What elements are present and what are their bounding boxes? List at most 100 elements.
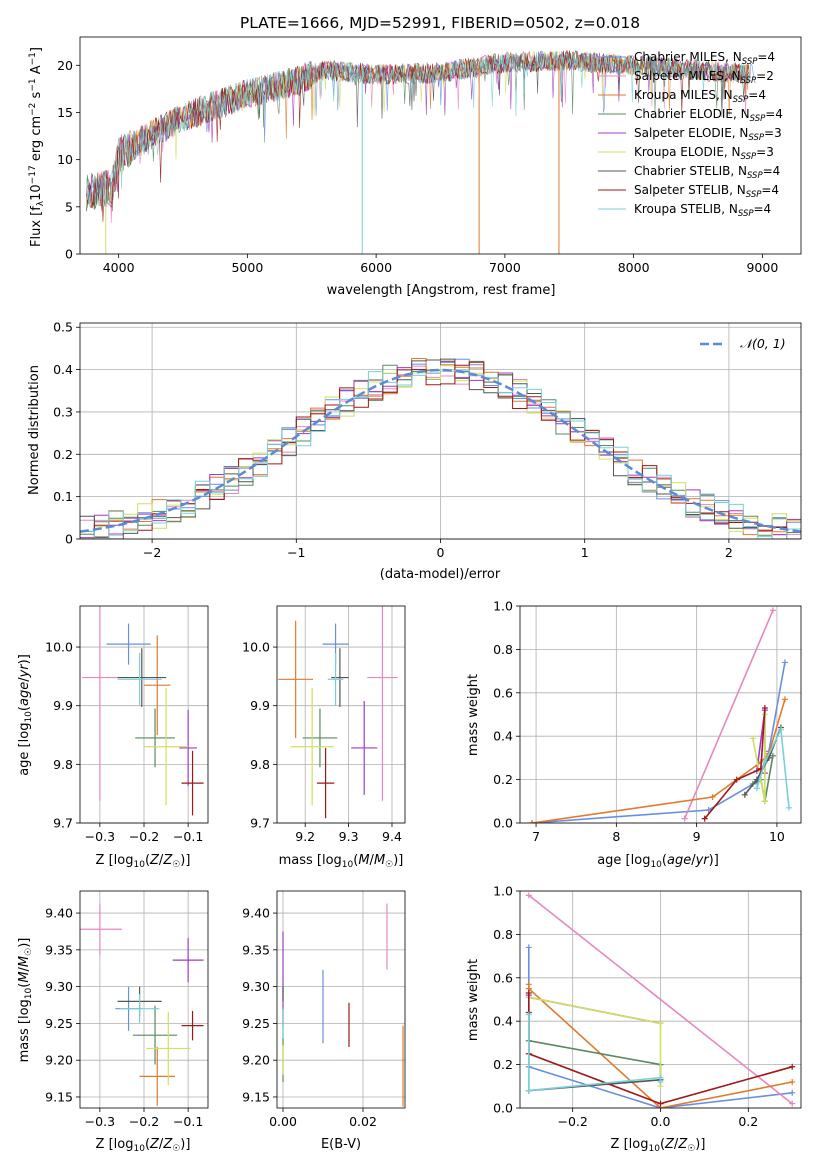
y-tick-label: 9.7: [250, 816, 270, 831]
histogram-step: [80, 369, 801, 539]
weight-marker: [781, 659, 788, 666]
wAge-xlabel: age [log10(age/yr)]: [597, 853, 719, 870]
y-tick-label: 0.0: [493, 1101, 513, 1116]
weight-marker: [777, 726, 784, 733]
x-tick-label: 0.2: [738, 1114, 758, 1129]
y-tick-label: 9.30: [242, 979, 270, 994]
normal-reference-curve: [80, 368, 801, 533]
mE-xlabel: E(B-V): [321, 1137, 361, 1152]
y-tick-label: 9.40: [45, 906, 73, 921]
x-tick-label: 0.00: [269, 1114, 297, 1129]
y-tick-label: 9.30: [45, 979, 73, 994]
plot-area: [86, 49, 757, 254]
x-tick-label: 9000: [746, 260, 778, 275]
axes-frame: [519, 890, 802, 1109]
weight-marker: [657, 1020, 664, 1027]
x-tick-label: −1: [287, 545, 305, 560]
weight-marker: [657, 1078, 664, 1085]
spectrum-xlabel: wavelength [Angstrom, rest frame]: [327, 283, 556, 298]
weight-marker: [525, 892, 532, 899]
weight-marker: [769, 752, 776, 759]
mZ-xlabel: Z [log10(Z/Z☉)]: [96, 1137, 191, 1154]
ageZ-ylabel: age [log10(age/yr)]: [17, 654, 34, 776]
y-tick-label: 9.20: [242, 1053, 270, 1068]
weight-marker: [525, 1087, 532, 1094]
y-tick-label: 9.9: [250, 698, 270, 713]
x-tick-label: 4000: [103, 260, 135, 275]
weight-marker: [789, 1063, 796, 1070]
x-tick-label: 7000: [489, 260, 521, 275]
axes-frame: [276, 605, 406, 824]
axes-frame: [79, 890, 209, 1109]
y-tick-label: 0.0: [493, 816, 513, 831]
x-tick-label: 1: [581, 545, 589, 560]
y-tick-label: 0.1: [53, 489, 73, 504]
y-tick-label: 0.6: [493, 970, 513, 985]
weight-marker: [769, 607, 776, 614]
axes-frame: [519, 605, 802, 824]
histogram-step: [80, 361, 801, 539]
weight-marker: [785, 804, 792, 811]
y-tick-label: 20: [57, 58, 73, 73]
y-tick-label: 9.25: [242, 1016, 270, 1031]
weight-marker: [705, 806, 712, 813]
spectrum-line: [86, 51, 749, 207]
ageM-xlabel: mass [log10(M/M☉)]: [279, 853, 404, 870]
weight-marker: [789, 1078, 796, 1085]
y-tick-label: 9.35: [242, 942, 270, 957]
weight-marker: [681, 815, 688, 822]
weight-marker: [525, 944, 532, 951]
mass-vs-metallicity-panel: Z [log10(Z/Z☉)] mass [log10(M/M☉)] −0.3−…: [17, 890, 209, 1154]
weight-marker: [733, 776, 740, 783]
age-vs-metallicity-panel: Z [log10(Z/Z☉)] age [log10(age/yr)] −0.3…: [17, 605, 209, 870]
y-tick-label: 15: [57, 105, 73, 120]
x-tick-label: 2: [725, 545, 733, 560]
weight-marker: [761, 704, 768, 711]
y-tick-label: 0.8: [493, 642, 513, 657]
ageZ-xlabel: Z [log10(Z/Z☉)]: [96, 853, 191, 870]
x-tick-label: 10: [769, 829, 785, 844]
spectrum-legend: Chabrier MILES, NSSP=4 Salpeter MILES, NS…: [598, 50, 783, 219]
x-tick-label: 8: [612, 829, 620, 844]
legend-entry: Chabrier STELIB, NSSP=4: [634, 164, 780, 181]
weight-series-line: [528, 1012, 662, 1080]
y-tick-label: 0.6: [493, 685, 513, 700]
weight-series-line: [531, 662, 786, 823]
y-tick-label: 9.40: [242, 906, 270, 921]
plot-area: [529, 607, 792, 823]
y-tick-label: 0.5: [53, 320, 73, 335]
histogram-step: [80, 358, 801, 539]
y-tick-label: 0.3: [53, 404, 73, 419]
y-tick-label: 9.20: [45, 1053, 73, 1068]
y-tick-label: 0.2: [493, 1057, 513, 1072]
weight-marker: [749, 735, 756, 742]
y-tick-label: 9.8: [250, 757, 270, 772]
x-tick-label: 9.4: [382, 829, 402, 844]
y-tick-label: 9.15: [45, 1089, 73, 1104]
y-tick-label: 10.0: [45, 640, 73, 655]
x-tick-label: 6000: [360, 260, 392, 275]
legend-entry: Salpeter MILES, NSSP=2: [634, 69, 774, 86]
weight-marker: [789, 1100, 796, 1107]
weight-marker: [741, 791, 748, 798]
y-tick-label: 0.8: [493, 927, 513, 942]
weight-marker: [525, 1011, 532, 1018]
x-tick-label: 0.02: [349, 1114, 377, 1129]
y-tick-label: 9.8: [53, 757, 73, 772]
age-vs-mass-panel: mass [log10(M/M☉)] 9.2 9.3 9.4 9.7 9.8 9.9 10.…: [242, 605, 406, 870]
legend-entry: 𝒩(0, 1): [740, 336, 786, 351]
y-tick-label: 1.0: [493, 599, 513, 614]
weight-marker: [761, 759, 768, 766]
x-tick-label: 5000: [231, 260, 263, 275]
x-tick-label: 9.3: [339, 829, 359, 844]
y-tick-label: 9.25: [45, 1016, 73, 1031]
weight-marker: [781, 696, 788, 703]
x-tick-label: −2: [143, 545, 161, 560]
wZ-ylabel: mass weight: [466, 959, 481, 1041]
weight-marker: [709, 793, 716, 800]
plot-area: [80, 903, 204, 1106]
weight-marker: [761, 798, 768, 805]
histogram-ylabel: Normed distribution: [27, 365, 42, 495]
weight-marker: [753, 785, 760, 792]
